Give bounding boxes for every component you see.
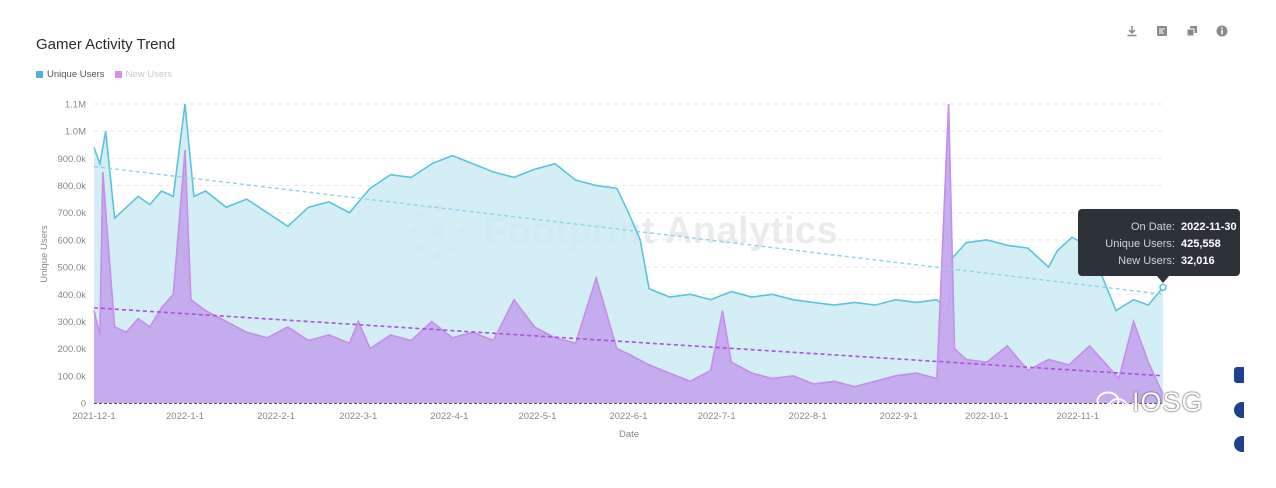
y-axis: 0 100.0k 200.0k 300.0k 400.0k 500.0k 600.0k 700…	[57, 100, 86, 410]
x-tick-label: 2022-7-1	[698, 411, 736, 422]
legend-item-new-users[interactable]: New Users	[114, 69, 173, 80]
x-tick-label: 2022-6-1	[609, 411, 647, 422]
trendline-new-users	[93, 307, 1164, 377]
hover-point[interactable]	[1159, 283, 1167, 292]
tooltip-value: 425,558	[1181, 237, 1221, 250]
side-share-button[interactable]	[1234, 436, 1244, 452]
y-tick-label: 200.0k	[57, 344, 86, 355]
tooltip-value: 32,016	[1181, 254, 1215, 267]
chart-title: Gamer Activity Trend	[36, 36, 176, 53]
y-tick-label: 600.0k	[57, 235, 86, 246]
tooltip-row-date: On Date: 2022-11-30	[1078, 218, 1240, 235]
series-line-new-users	[93, 103, 1164, 395]
y-tick-label: 400.0k	[57, 290, 86, 301]
legend-swatch-unique-users	[36, 71, 43, 78]
x-axis: 2021-12-1 2022-1-1 2022-2-1 2022-3-1 2022-4-…	[72, 411, 1099, 422]
chart-view-icon[interactable]	[1154, 23, 1170, 39]
series-line-unique-users	[93, 103, 1164, 313]
tooltip-label: New Users:	[1118, 254, 1175, 267]
legend-swatch-new-users	[114, 71, 122, 78]
tooltip-label: On Date:	[1130, 220, 1175, 233]
x-tick-label: 2022-10-1	[965, 411, 1008, 422]
tooltip-value: 2022-11-30	[1181, 220, 1237, 233]
x-tick-label: 2022-9-1	[880, 411, 918, 422]
y-tick-label: 1.1M	[65, 100, 86, 111]
series-area-new-users	[94, 104, 1163, 403]
chart-toolbar	[1124, 23, 1230, 39]
series-areas	[93, 103, 1164, 403]
tooltip: On Date: 2022-11-30 Unique Users: 425,55…	[1078, 209, 1240, 276]
info-icon[interactable]	[1214, 23, 1230, 39]
x-tick-label: 2022-3-1	[339, 411, 377, 422]
legend-label-unique-users: Unique Users	[47, 69, 105, 80]
side-share-button[interactable]	[1234, 367, 1244, 383]
y-tick-label: 700.0k	[57, 208, 86, 219]
side-share-button[interactable]	[1234, 402, 1244, 418]
x-tick-label: 2022-8-1	[789, 411, 827, 422]
tooltip-arrow	[1157, 276, 1169, 283]
x-tick-label: 2022-1-1	[166, 411, 204, 422]
x-tick-label: 2021-12-1	[72, 411, 115, 422]
trendlines	[93, 165, 1167, 377]
x-tick-label: 2022-2-1	[257, 411, 295, 422]
x-tick-label: 2022-5-1	[518, 411, 556, 422]
y-tick-label: 100.0k	[57, 371, 86, 382]
x-axis-label: Date	[619, 429, 639, 440]
legend-label-new-users: New Users	[125, 69, 173, 80]
y-tick-label: 500.0k	[57, 263, 86, 274]
corner-watermark-text: IOSG	[1132, 387, 1204, 417]
download-icon[interactable]	[1124, 23, 1140, 39]
chart-legend: Unique Users New Users	[36, 69, 172, 80]
x-tick-label: 2022-11-1	[1057, 411, 1100, 422]
x-tick-label: 2022-4-1	[430, 411, 468, 422]
tooltip-label: Unique Users:	[1105, 237, 1175, 250]
legend-item-unique-users[interactable]: Unique Users	[36, 69, 105, 80]
tooltip-row-new-users: New Users: 32,016	[1078, 252, 1240, 269]
y-axis-label: Unique Users	[39, 225, 50, 283]
y-tick-label: 300.0k	[57, 317, 86, 328]
y-tick-label: 1.0M	[65, 127, 86, 138]
trendline-unique-users	[93, 165, 1164, 295]
y-tick-label: 800.0k	[57, 181, 86, 192]
wechat-icon	[1096, 391, 1128, 414]
y-tick-label: 900.0k	[57, 154, 86, 165]
tooltip-row-unique-users: Unique Users: 425,558	[1078, 235, 1240, 252]
corner-watermark: IOSG	[1096, 387, 1204, 418]
y-tick-label: 0	[81, 399, 86, 410]
copy-icon[interactable]	[1184, 23, 1200, 39]
